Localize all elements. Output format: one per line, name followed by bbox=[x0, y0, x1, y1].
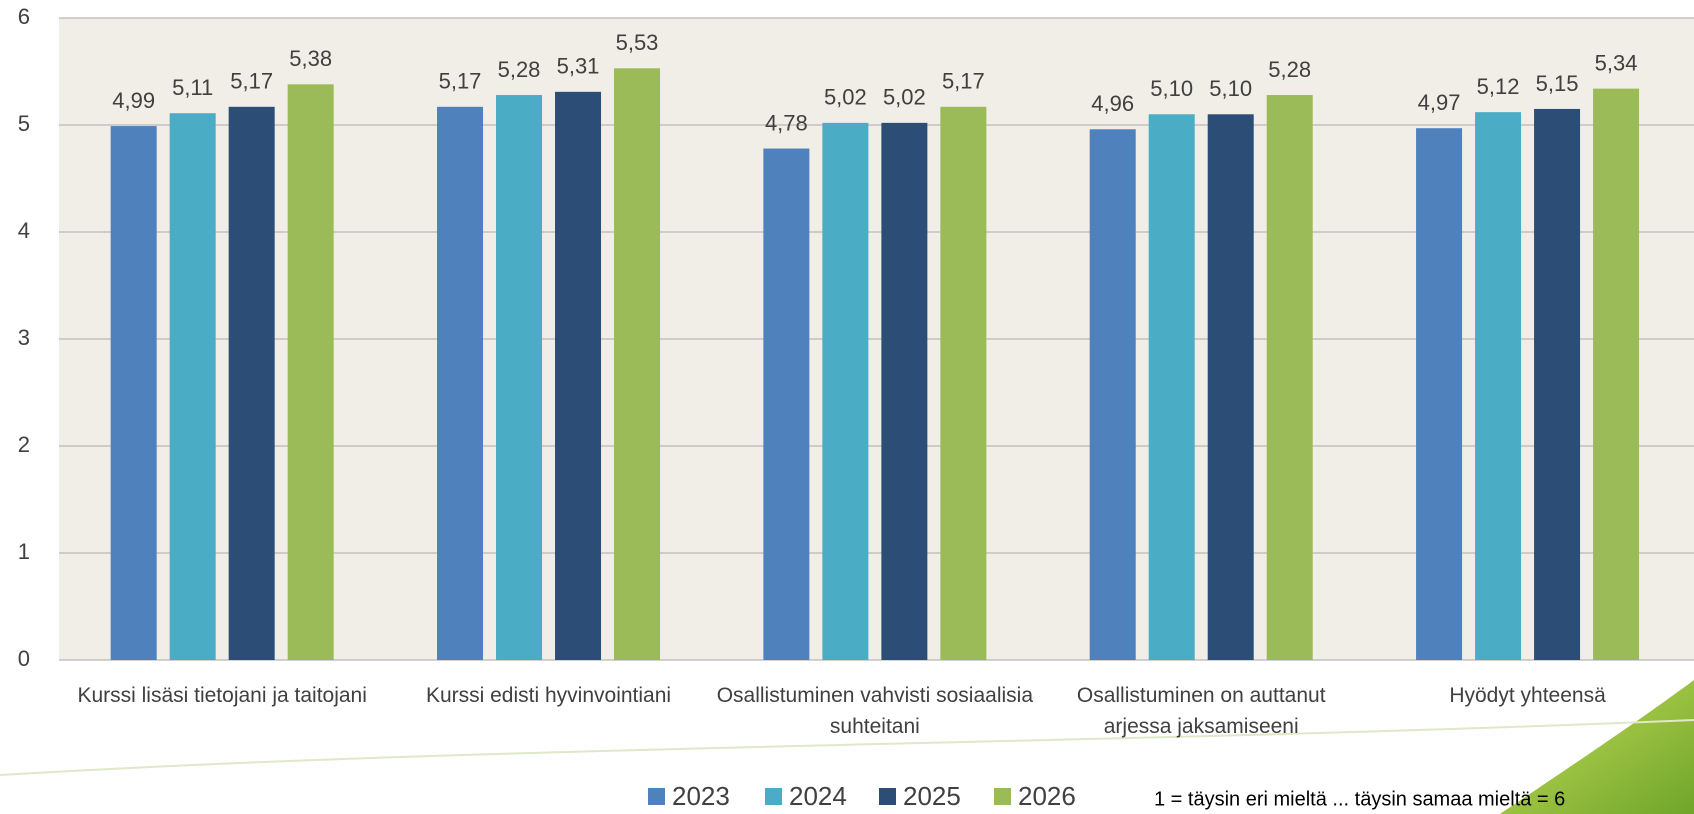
bar bbox=[287, 84, 334, 661]
bar bbox=[1475, 112, 1522, 660]
y-tick-label: 5 bbox=[18, 111, 30, 136]
legend-label: 2024 bbox=[789, 781, 847, 811]
data-label: 5,38 bbox=[289, 46, 332, 71]
bar bbox=[555, 91, 602, 660]
legend-swatch bbox=[765, 788, 782, 805]
data-label: 5,02 bbox=[824, 85, 867, 110]
x-tick-label: Osallistuminen vahvisti sosiaalisia suht… bbox=[716, 684, 1033, 738]
bar bbox=[1593, 88, 1640, 661]
y-tick-label: 4 bbox=[18, 218, 30, 243]
data-label: 4,78 bbox=[765, 110, 808, 135]
data-label: 5,02 bbox=[883, 85, 926, 110]
data-label: 5,28 bbox=[1268, 57, 1311, 82]
annotation: 1 = täysin eri mieltä ... täysin samaa m… bbox=[1154, 788, 1565, 810]
bar bbox=[763, 148, 810, 661]
bar bbox=[169, 113, 216, 661]
bar bbox=[614, 68, 661, 661]
y-tick-label: 2 bbox=[18, 432, 30, 457]
x-tick-label: Hyödyt yhteensä bbox=[1449, 684, 1606, 707]
bar bbox=[881, 122, 928, 661]
bar bbox=[1416, 128, 1463, 660]
y-tick-label: 0 bbox=[18, 646, 30, 671]
x-tick-label: Osallistuminen on auttanut arjessa jaksa… bbox=[1076, 684, 1326, 738]
bar bbox=[228, 106, 275, 660]
legend-label: 2026 bbox=[1018, 781, 1076, 811]
data-label: 5,10 bbox=[1209, 76, 1252, 101]
data-label: 5,28 bbox=[498, 57, 541, 82]
decoration bbox=[0, 719, 1694, 776]
data-label: 5,34 bbox=[1595, 50, 1638, 75]
bar bbox=[496, 95, 543, 661]
bar bbox=[1148, 114, 1195, 661]
y-tick-label: 6 bbox=[18, 4, 30, 29]
x-tick-label: Kurssi lisäsi tietojani ja taitojani bbox=[77, 684, 367, 707]
data-label: 4,97 bbox=[1418, 90, 1461, 115]
data-label: 5,17 bbox=[439, 69, 482, 94]
data-label: 5,17 bbox=[230, 69, 273, 94]
bar bbox=[940, 106, 987, 660]
data-label: 4,96 bbox=[1091, 91, 1134, 116]
bar bbox=[1266, 95, 1313, 661]
y-tick-label: 1 bbox=[18, 539, 30, 564]
legend-swatch bbox=[994, 788, 1011, 805]
bar bbox=[1089, 129, 1136, 660]
bar bbox=[822, 122, 869, 661]
bar bbox=[110, 126, 157, 660]
legend-label: 2023 bbox=[672, 781, 730, 811]
data-label: 4,99 bbox=[112, 88, 155, 113]
data-label: 5,10 bbox=[1150, 76, 1193, 101]
bar bbox=[1534, 108, 1581, 660]
legend-swatch bbox=[648, 788, 665, 805]
data-label: 5,17 bbox=[942, 69, 985, 94]
data-label: 5,53 bbox=[616, 30, 659, 55]
data-label: 5,15 bbox=[1536, 71, 1579, 96]
y-tick-label: 3 bbox=[18, 325, 30, 350]
data-label: 5,31 bbox=[557, 54, 600, 79]
bar bbox=[437, 106, 484, 660]
legend-label: 2025 bbox=[903, 781, 961, 811]
data-label: 5,11 bbox=[172, 75, 213, 100]
legend-swatch bbox=[879, 788, 896, 805]
x-tick-label: Kurssi edisti hyvinvointiani bbox=[425, 684, 672, 707]
bar bbox=[1207, 114, 1254, 661]
decoration bbox=[1500, 680, 1694, 814]
data-label: 5,12 bbox=[1477, 74, 1520, 99]
